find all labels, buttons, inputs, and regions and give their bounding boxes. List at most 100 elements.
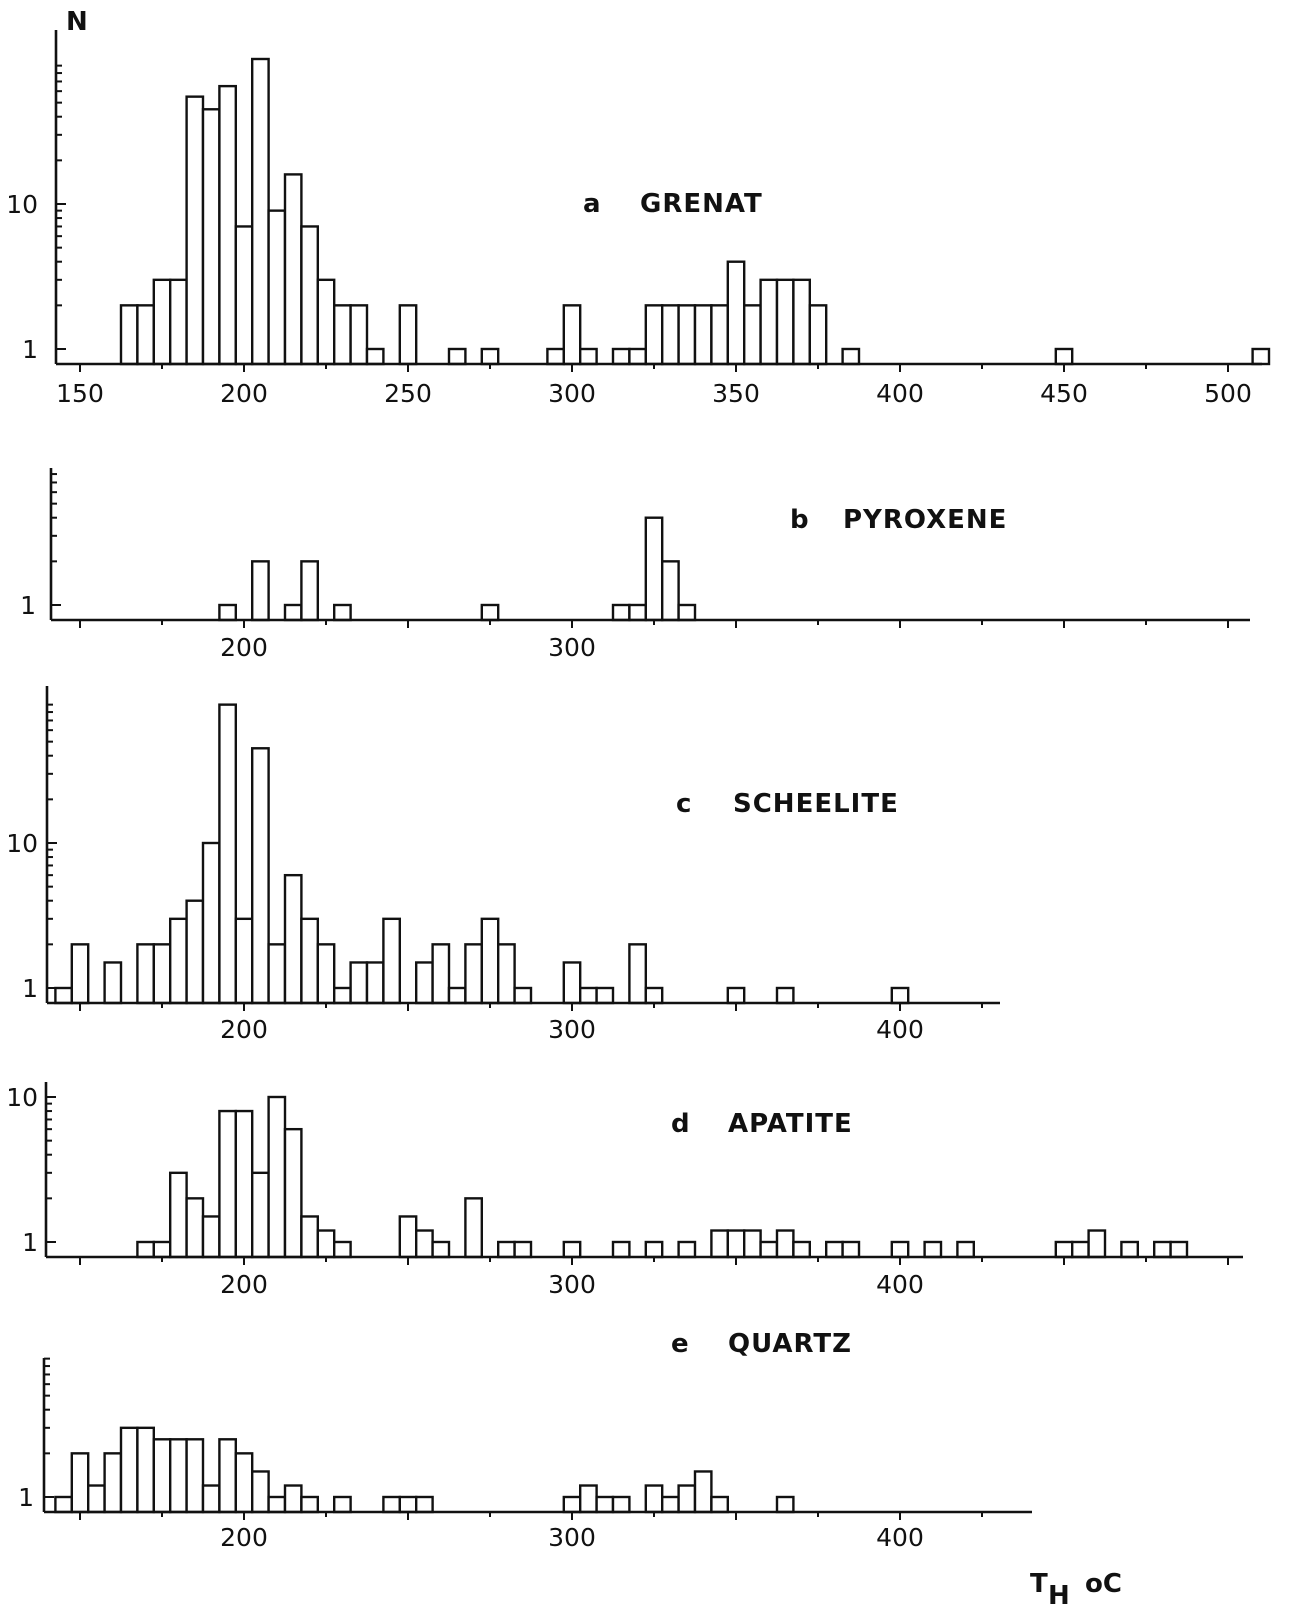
bar-e-145: [54, 1495, 74, 1514]
y-axis-title: N: [66, 7, 88, 37]
bar-a-200: [234, 225, 254, 366]
x-tick-label-a-500: 500: [1204, 379, 1252, 408]
bar-e-335: [677, 1484, 697, 1514]
x-tick-label-b-300: 300: [548, 633, 596, 662]
bar-a-225: [316, 278, 336, 366]
bar-d-280: [497, 1240, 516, 1259]
bar-c-270: [464, 943, 483, 1005]
bar-c-215: [283, 873, 303, 1005]
bar-d-345: [710, 1229, 730, 1259]
x-tick-label-c-300: 300: [548, 1015, 596, 1044]
bar-c-220: [300, 917, 319, 1005]
bar-b-230: [333, 603, 352, 622]
bar-a-275: [480, 347, 500, 366]
bar-b-205: [250, 560, 270, 622]
bar-a-510: [1251, 347, 1271, 366]
bar-c-225: [316, 943, 336, 1005]
x-axis-title: T: [1030, 1569, 1048, 1599]
bar-a-215: [283, 173, 303, 366]
bar-a-295: [546, 347, 566, 366]
bar-e-305: [579, 1484, 598, 1514]
panel-letter-c: c: [676, 789, 692, 819]
bar-d-220: [300, 1215, 319, 1259]
bar-d-175: [152, 1240, 172, 1259]
bar-a-250: [398, 304, 418, 366]
panel-title-c: SCHEELITE: [733, 789, 899, 819]
y-tick-label-c-10: 10: [6, 829, 38, 858]
bar-a-305: [579, 347, 598, 366]
bar-c-190: [201, 841, 221, 1005]
bar-d-360: [759, 1240, 779, 1259]
panel-letter-d: d: [671, 1109, 691, 1139]
bar-d-225: [316, 1229, 336, 1259]
bar-a-330: [661, 304, 680, 366]
bar-d-335: [677, 1240, 697, 1259]
bar-c-170: [136, 943, 155, 1005]
bar-c-255: [415, 961, 434, 1005]
x-tick-label-d-400: 400: [876, 1270, 924, 1299]
x-tick-label-c-400: 400: [876, 1015, 924, 1044]
panel-title-d: APATITE: [728, 1109, 853, 1139]
y-tick-label-a-10: 10: [6, 190, 38, 219]
bar-d-355: [743, 1229, 762, 1259]
bar-e-255: [415, 1495, 434, 1514]
panel-title-a: GRENAT: [640, 189, 763, 219]
x-tick-label-a-150: 150: [56, 379, 104, 408]
bar-c-200: [234, 917, 254, 1005]
bar-a-230: [333, 304, 352, 366]
panel-title-e: QUARTZ: [728, 1329, 852, 1359]
bar-a-185: [185, 95, 205, 366]
bar-c-280: [497, 943, 516, 1005]
bar-c-180: [168, 917, 188, 1005]
bar-c-235: [349, 961, 369, 1005]
bar-e-245: [382, 1495, 401, 1514]
bar-e-190: [201, 1484, 221, 1514]
bar-d-185: [185, 1197, 205, 1259]
bar-c-230: [333, 986, 352, 1005]
bar-c-275: [480, 917, 500, 1005]
bar-c-265: [447, 986, 467, 1005]
bar-d-300: [562, 1240, 582, 1259]
bar-d-250: [398, 1215, 418, 1259]
bar-b-220: [300, 560, 319, 622]
bar-a-180: [168, 278, 188, 366]
bar-d-480: [1152, 1240, 1172, 1259]
bar-e-200: [234, 1452, 254, 1514]
bar-c-145: [54, 986, 74, 1005]
bar-c-310: [595, 986, 615, 1005]
bar-e-165: [119, 1426, 139, 1514]
x-tick-label-a-300: 300: [548, 379, 596, 408]
x-tick-label-a-200: 200: [220, 379, 268, 408]
bar-d-485: [1169, 1240, 1189, 1259]
bar-d-385: [841, 1240, 861, 1259]
bar-e-175: [152, 1438, 172, 1514]
panel-letter-b: b: [790, 505, 810, 535]
y-tick-label-d-1: 1: [22, 1228, 38, 1257]
bar-a-170: [136, 304, 155, 366]
bar-c-285: [513, 986, 533, 1005]
bar-a-345: [710, 304, 730, 366]
panel-letter-e: e: [671, 1329, 690, 1359]
bar-c-160: [103, 961, 123, 1005]
bar-a-175: [152, 278, 172, 366]
bar-c-210: [267, 943, 287, 1005]
bar-d-210: [267, 1095, 287, 1259]
bar-c-300: [562, 961, 582, 1005]
bar-d-260: [431, 1240, 451, 1259]
bar-d-270: [464, 1197, 483, 1259]
bar-e-155: [86, 1484, 106, 1514]
x-tick-label-a-350: 350: [712, 379, 760, 408]
bar-d-380: [825, 1240, 844, 1259]
x-tick-label-d-200: 200: [220, 1270, 268, 1299]
bar-a-300: [562, 304, 582, 366]
x-axis-unit: oC: [1085, 1569, 1122, 1599]
panel-letter-a: a: [583, 189, 602, 219]
bar-b-335: [677, 603, 697, 622]
bar-a-365: [775, 278, 795, 366]
bar-b-320: [628, 603, 648, 622]
y-tick-label-d-10: 10: [6, 1083, 38, 1112]
x-tick-label-a-450: 450: [1040, 379, 1088, 408]
bar-d-365: [775, 1229, 795, 1259]
bar-e-315: [611, 1495, 631, 1514]
